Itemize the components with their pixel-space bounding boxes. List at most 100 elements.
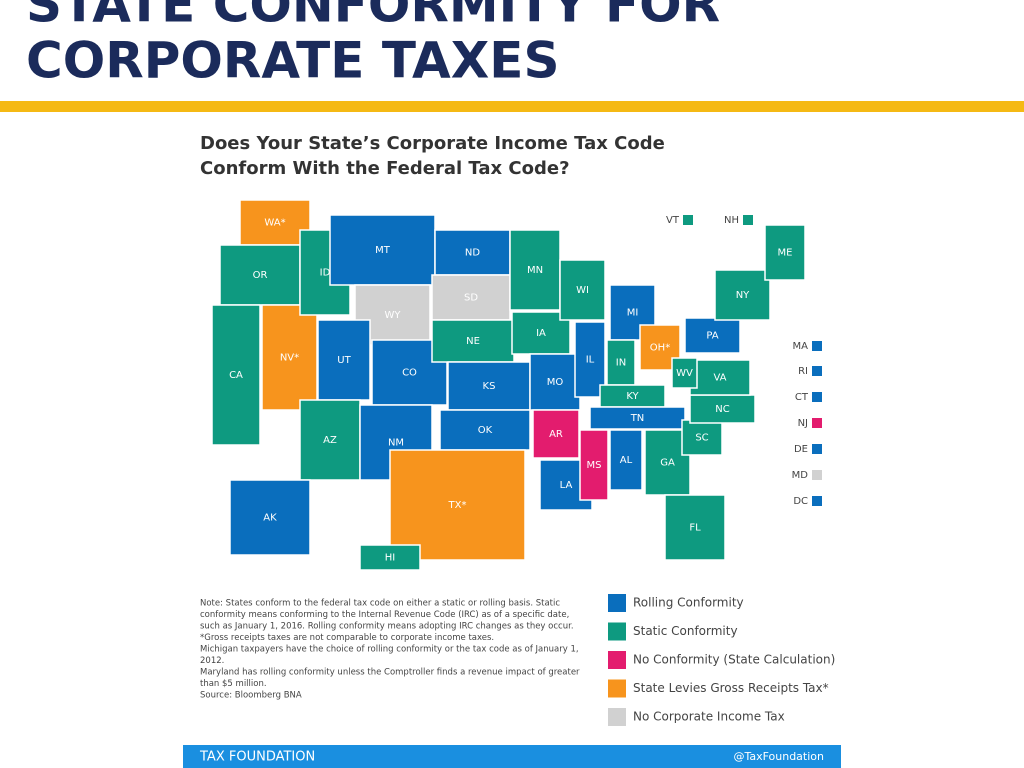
legend-label: State Levies Gross Receipts Tax*: [633, 681, 829, 695]
state-shape: [714, 269, 771, 321]
small-state-label: RI: [798, 366, 808, 377]
state-shape: [431, 319, 515, 363]
state-label: IN: [616, 358, 626, 369]
state-label: VA: [713, 373, 726, 384]
small-state-box: [812, 444, 822, 454]
state-label: WV: [676, 368, 693, 379]
state-shape: [359, 544, 421, 571]
note-line: *Gross receipts taxes are not comparable…: [200, 633, 494, 643]
state-shape: [239, 199, 311, 246]
state-label: CA: [229, 370, 243, 381]
note-line: Michigan taxpayers have the choice of ro…: [200, 645, 579, 655]
state-label: SD: [464, 293, 478, 304]
state-label: AZ: [323, 435, 337, 446]
footer-left: TAX FOUNDATION: [199, 750, 315, 765]
state-label: MN: [527, 265, 543, 276]
note-line: Note: States conform to the federal tax …: [200, 599, 560, 609]
legend-swatch: [608, 622, 626, 641]
state-shape: [509, 229, 561, 311]
map-title: Does Your State’s Corporate Income Tax C…: [200, 133, 665, 154]
note-line: conformity means conforming to the Inter…: [200, 610, 569, 620]
state-label: IA: [536, 328, 546, 339]
state-label: HI: [385, 553, 395, 564]
small-state-box: [812, 392, 822, 402]
note-line: such as January 1, 2016. Rolling conform…: [200, 622, 574, 632]
state-label: KY: [626, 391, 639, 402]
state-shape: [764, 224, 806, 281]
state-label: CO: [402, 368, 417, 379]
state-label: ME: [778, 248, 793, 259]
state-shape: [609, 429, 643, 491]
small-state-label: CT: [795, 392, 809, 403]
state-label: NM: [388, 438, 404, 449]
small-state-label: MD: [792, 470, 809, 481]
legend-swatch: [608, 679, 626, 698]
state-label: MT: [375, 245, 391, 256]
small-state-label: DE: [794, 444, 808, 455]
small-state-label: NJ: [798, 418, 808, 429]
state-label: ID: [320, 268, 331, 279]
state-label: UT: [337, 355, 351, 366]
state-shape: [671, 357, 698, 389]
note-line: Maryland has rolling conformity unless t…: [200, 668, 580, 678]
state-shape: [329, 214, 436, 286]
footer-right: @TaxFoundation: [733, 750, 824, 763]
legend-label: No Conformity (State Calculation): [633, 653, 835, 667]
small-state-box: [683, 215, 693, 225]
small-state-label: NH: [724, 215, 739, 226]
state-label: WA*: [264, 218, 285, 229]
state-label: LA: [560, 480, 573, 491]
state-shape: [229, 479, 311, 556]
small-state-label: VT: [666, 215, 680, 226]
state-label: AK: [263, 513, 277, 524]
state-label: GA: [660, 458, 675, 469]
state-shape: [664, 494, 726, 561]
state-shape: [299, 399, 361, 481]
state-label: WI: [576, 285, 589, 296]
state-label: FL: [689, 523, 701, 534]
state-label: MS: [587, 460, 602, 471]
state-label: AR: [549, 429, 563, 440]
small-state-label: DC: [793, 496, 808, 507]
legend-swatch: [608, 708, 626, 726]
state-label: AL: [620, 455, 633, 466]
state-label: NV*: [280, 353, 299, 364]
state-shape: [681, 419, 723, 456]
state-label: MI: [627, 308, 639, 319]
state-label: NE: [466, 336, 480, 347]
legend-swatch: [608, 651, 626, 669]
small-state-box: [812, 470, 822, 480]
state-label: OK: [478, 425, 493, 436]
small-state-box: [812, 366, 822, 376]
state-label: OR: [253, 270, 268, 281]
state-shape: [317, 319, 371, 401]
state-label: MO: [547, 377, 564, 388]
state-label: PA: [706, 331, 718, 342]
state-shape: [389, 449, 526, 561]
note-line: 2012.: [200, 656, 224, 666]
note-line: than $5 million.: [200, 679, 267, 689]
note-line: Source: Bloomberg BNA: [200, 691, 302, 701]
small-state-box: [812, 341, 822, 351]
state-shape: [431, 274, 511, 321]
state-label: NY: [736, 290, 750, 301]
state-shape: [261, 304, 318, 411]
small-state-label: MA: [793, 341, 809, 352]
footer-bar: [183, 745, 841, 768]
state-shape: [211, 304, 261, 446]
page-title: STATE CONFORMITY FOR: [26, 0, 720, 34]
state-label: TX*: [448, 500, 467, 511]
legend-swatch: [608, 594, 626, 612]
state-label: SC: [695, 433, 708, 444]
map-title: Conform With the Federal Tax Code?: [200, 158, 570, 179]
state-shape: [589, 406, 686, 430]
small-state-box: [812, 496, 822, 506]
state-label: WY: [385, 310, 402, 321]
small-state-box: [812, 418, 822, 428]
legend-label: Static Conformity: [633, 624, 738, 638]
state-shape: [532, 409, 580, 459]
legend-label: No Corporate Income Tax: [633, 710, 785, 724]
state-label: IL: [586, 355, 595, 366]
